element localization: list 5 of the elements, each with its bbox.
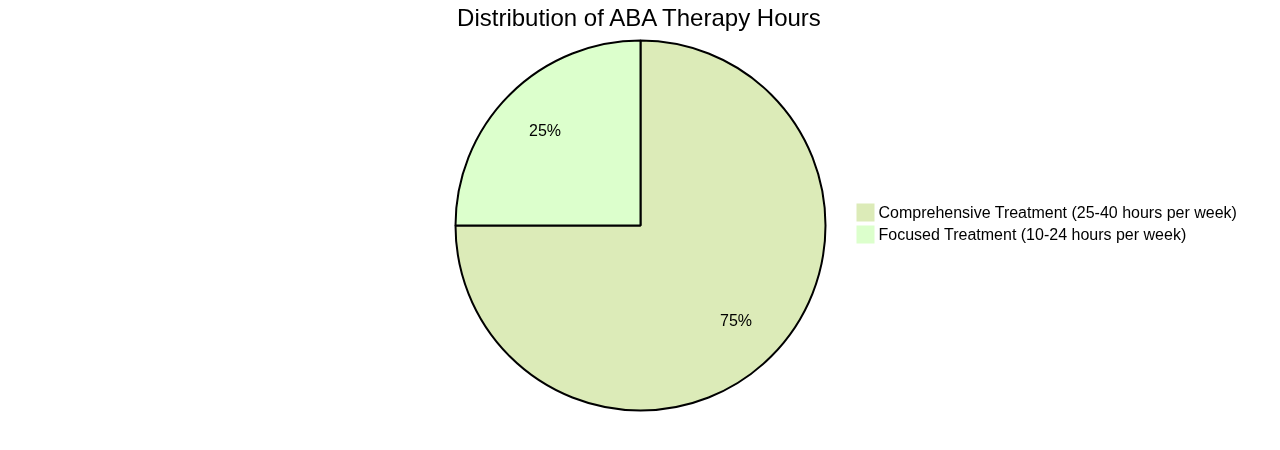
data-label: 75%	[719, 312, 753, 330]
chart-title: Distribution of ABA Therapy Hours	[457, 4, 821, 31]
legend-label: Focused Treatment (10-24 hours per week)	[878, 226, 1187, 243]
legend-label: Comprehensive Treatment (25-40 hours per week)	[878, 204, 1237, 221]
data-label: 25%	[528, 121, 562, 139]
